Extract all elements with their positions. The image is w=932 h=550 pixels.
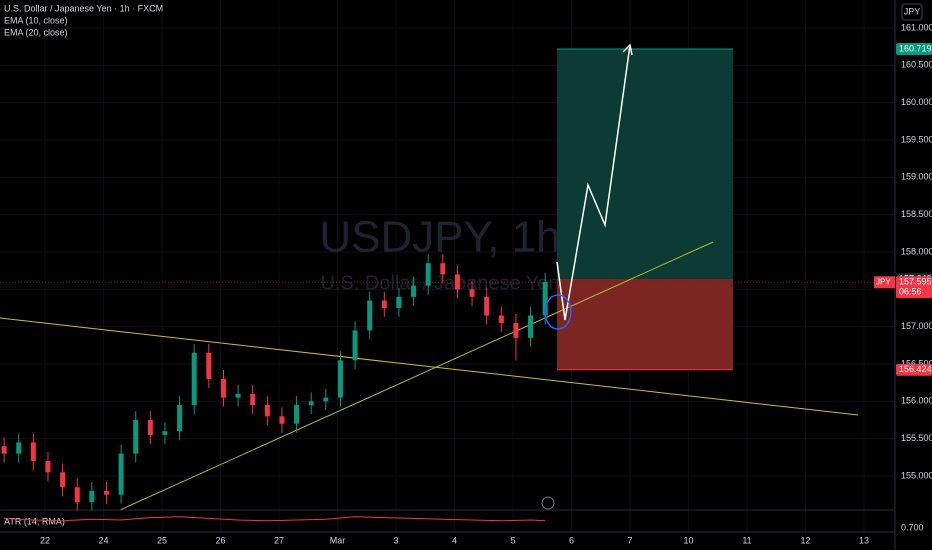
- event-icon[interactable]: [541, 496, 555, 510]
- trend-line: [119, 241, 714, 511]
- x-tick-label: 24: [99, 535, 109, 545]
- candle-body: [250, 393, 256, 406]
- candle-body: [323, 397, 329, 402]
- candle-body: [30, 442, 36, 462]
- candle-body: [294, 405, 300, 424]
- candle-body: [498, 315, 504, 323]
- candle-body: [484, 296, 490, 316]
- x-tick-label: 10: [683, 535, 693, 545]
- currency-label[interactable]: JPY: [904, 6, 921, 16]
- candle-body: [542, 281, 548, 316]
- candle-body: [279, 416, 285, 424]
- candle-body: [396, 296, 402, 309]
- y-tick-label: 156.000: [901, 396, 932, 406]
- candle-body: [469, 289, 475, 297]
- y-tick-label: 158.500: [901, 209, 932, 219]
- target-badge: [896, 42, 932, 55]
- watermark: USDJPY, 1h: [319, 213, 560, 262]
- candle-body: [191, 352, 197, 406]
- candle-body: [89, 490, 95, 503]
- candle-body: [264, 405, 270, 417]
- trend-line: [0, 317, 859, 416]
- y-tick-label: 161.000: [901, 22, 932, 32]
- candle-body: [133, 420, 139, 454]
- x-tick-label: 25: [157, 535, 167, 545]
- x-tick-label: 3: [394, 535, 399, 545]
- x-tick-label: 5: [511, 535, 516, 545]
- candle-body: [60, 472, 66, 488]
- projection-arrow: [556, 44, 631, 321]
- highlight-circle: [544, 294, 572, 330]
- candle-body: [513, 322, 519, 338]
- stop-badge: [896, 363, 932, 376]
- x-tick-label: 27: [274, 535, 284, 545]
- candle-body: [220, 378, 226, 398]
- last-price-badge: [896, 276, 932, 299]
- watermark-subtitle: U.S. Dollar / Japanese Yen: [320, 272, 559, 294]
- target-badge-label: 160.719: [899, 43, 932, 53]
- candle-body: [235, 393, 241, 398]
- x-tick-label: 26: [216, 535, 226, 545]
- candle-body: [162, 431, 168, 435]
- y-tick-label: 155.500: [901, 433, 932, 443]
- candle-body: [1, 446, 7, 454]
- y-tick-label: 159.500: [901, 134, 932, 144]
- candle-body: [147, 420, 153, 435]
- stop-zone: [557, 278, 733, 370]
- candles: [1, 254, 548, 512]
- candle-body: [337, 360, 343, 398]
- symbol-tag: [874, 276, 895, 289]
- x-tick-label: 22: [40, 535, 50, 545]
- candle-body: [381, 300, 387, 309]
- candle-body: [308, 401, 314, 406]
- target-zone: [557, 48, 733, 279]
- indicator-label: ATR (14, RMA): [4, 516, 65, 526]
- x-tick-label: 12: [800, 535, 810, 545]
- position-tool: [0, 48, 895, 371]
- candle-body: [177, 405, 183, 432]
- arrow-head: [622, 43, 633, 56]
- candle-body: [454, 274, 460, 290]
- grid: [0, 0, 895, 532]
- y-tick-label: 155.000: [901, 470, 932, 480]
- candle-body: [425, 263, 431, 286]
- y-tick-label: 159.000: [901, 172, 932, 182]
- candle-body: [528, 315, 534, 338]
- x-tick-label: 4: [452, 535, 457, 545]
- countdown: 06:56: [899, 287, 922, 297]
- y-tick-label: 160.000: [901, 97, 932, 107]
- atr-tick-label: 0.700: [901, 522, 924, 532]
- candle-body: [45, 461, 51, 473]
- indicator-label: EMA (10, close): [4, 15, 68, 25]
- atr-line: [4, 516, 546, 522]
- candle-body: [16, 442, 22, 454]
- x-tick-label: 13: [859, 535, 869, 545]
- currency-button[interactable]: [901, 3, 923, 21]
- candle-body: [74, 487, 80, 503]
- candle-body: [440, 263, 446, 275]
- x-tick-label: 7: [628, 535, 633, 545]
- stop-badge-label: 156.424: [899, 364, 932, 374]
- candle-body: [103, 490, 109, 495]
- indicator-label: EMA (20, close): [4, 27, 68, 37]
- candle-body: [118, 453, 124, 495]
- y-tick-label: 158.000: [901, 246, 932, 256]
- y-tick-label: 157.000: [901, 321, 932, 331]
- last-price-badge-label: 157.595: [899, 277, 932, 287]
- y-tick-label: 160.500: [901, 60, 932, 70]
- x-tick-label: Mar: [330, 535, 346, 545]
- y-tick-label: 156.500: [901, 358, 932, 368]
- symbol-tag-label: JPY: [876, 277, 891, 286]
- candle-body: [367, 300, 373, 331]
- candle-body: [352, 330, 358, 361]
- candle-body: [206, 352, 212, 379]
- price-axis: 155.000 155.500 156.000 156.500 157.000 157.5…: [874, 22, 932, 480]
- candle-body: [411, 285, 417, 297]
- x-tick-label: 11: [742, 535, 751, 545]
- x-tick-label: 6: [569, 535, 574, 545]
- chart-title: U.S. Dollar / Japanese Yen · 1h · FXCM: [4, 3, 163, 13]
